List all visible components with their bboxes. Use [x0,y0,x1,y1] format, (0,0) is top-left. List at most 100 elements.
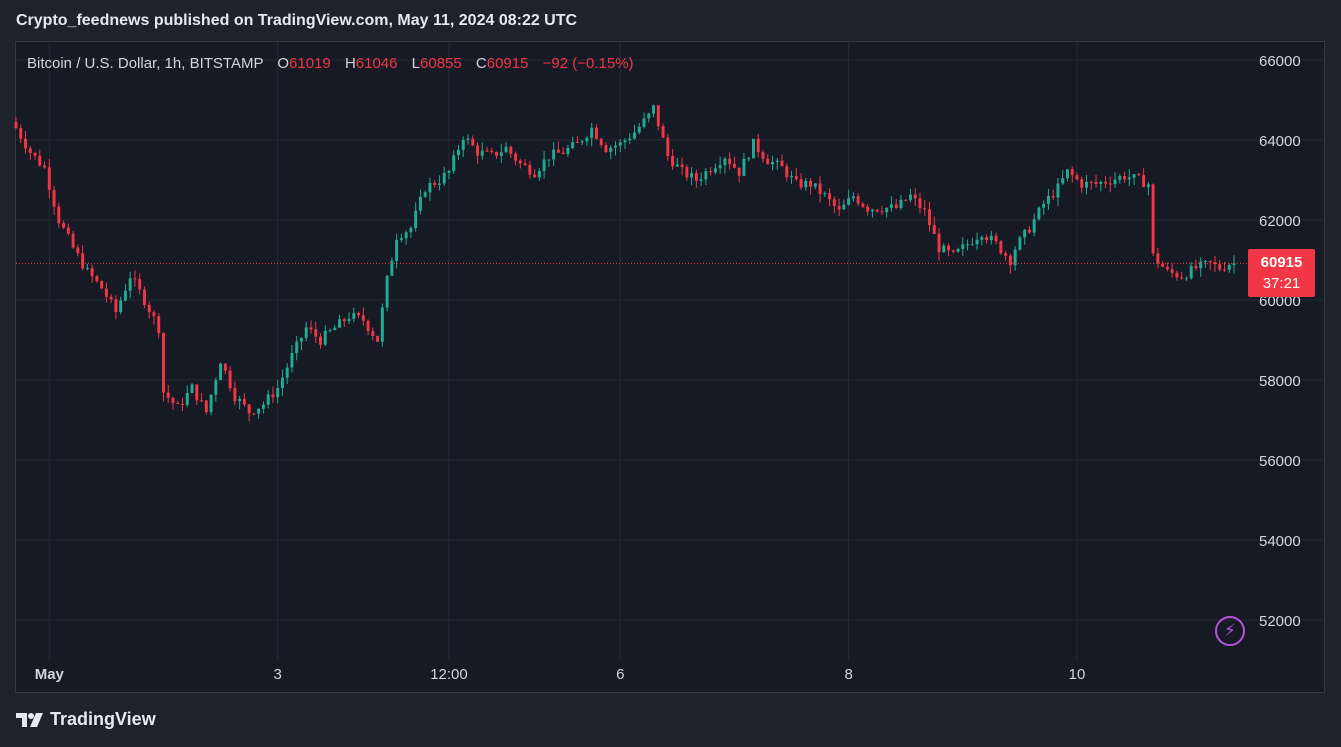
candle-body [718,165,722,169]
candle-body [28,148,32,153]
candle-body [490,150,494,152]
candle-body [138,279,142,290]
candle-body [604,145,608,153]
candle-body [537,170,541,178]
candle-body [694,173,698,181]
candle-body [614,145,617,148]
x-tick-label: 6 [616,666,624,683]
candle-body [452,155,456,172]
candle-body [713,168,717,173]
candle-body [918,198,922,209]
candle-body [704,171,708,180]
candle-body [1113,179,1117,185]
candle-body [690,173,694,178]
candle-body [123,290,127,301]
candle-body [856,196,860,204]
candle-body [1080,179,1084,188]
candle-body [185,392,189,405]
candle-body [152,312,156,317]
candle-body [147,304,151,313]
candle-body [847,198,851,205]
candle-body [90,268,94,277]
candle-body [485,150,489,152]
candle-body [1023,229,1027,238]
candle-body [457,149,460,156]
candle-body [366,320,370,331]
candle-body [737,167,741,176]
candle-body [1066,169,1069,179]
candle-body [742,158,746,176]
candle-body [575,141,579,143]
candle-body [1189,265,1193,279]
candle-body [818,183,822,194]
candle-body [319,336,322,345]
lightning-bolt-icon[interactable]: ⚡ [1215,616,1245,646]
candle-body [471,138,475,146]
candle-body [904,199,908,201]
tradingview-logo[interactable]: TradingView [16,709,156,730]
candle-body [361,315,365,321]
candle-body [323,330,327,345]
candle-body [328,330,332,332]
candle-body [52,190,56,207]
candle-body [842,204,846,210]
candle-body [1099,181,1103,184]
candle-body [913,194,917,199]
candle-body [399,238,403,240]
candle-body [1123,176,1127,180]
candle-body [590,127,594,138]
candle-body [809,180,813,187]
high-key: H [344,55,356,72]
candle-body [728,158,732,165]
candle-body [966,244,970,246]
candle-body [371,330,375,336]
candle-body [1223,269,1226,271]
candle-body [1203,261,1207,263]
candle-body [985,237,989,240]
candle-body [970,244,974,246]
candle-body [428,183,432,193]
candle-body [723,158,727,166]
candle-body [304,327,308,338]
candle-body [14,122,18,129]
candle-body [1094,182,1098,184]
candle-body [518,160,522,164]
candle-body [585,137,589,142]
candle-body [71,233,75,248]
candle-body [747,158,751,160]
candle-body [495,151,499,156]
chart-frame[interactable] [15,41,1325,693]
candle-body [295,341,299,354]
candle-body [1218,264,1222,270]
candle-body [1213,262,1217,265]
candle-body [1137,174,1141,176]
candle-body [989,235,993,240]
candle-body [38,155,42,166]
candle-body [561,152,565,154]
candle-body [1089,181,1093,183]
candle-body [861,203,865,207]
candle-body [1075,175,1079,180]
candle-body [1046,195,1050,204]
candle-body [24,138,27,149]
candle-body [666,137,670,157]
low-key: L [411,55,421,72]
candle-body [166,392,170,398]
candle-body [33,152,37,156]
y-tick-label: 52000 [1259,613,1301,630]
candle-body [1175,272,1179,278]
candle-body [352,313,356,319]
symbol-description[interactable]: Bitcoin / U.S. Dollar, 1h, BITSTAMP [27,55,264,72]
candle-body [675,164,679,167]
candle-body [542,159,546,171]
candle-body [866,206,870,212]
candle-body [171,397,175,403]
candle-body [442,172,446,184]
candle-body [19,128,23,139]
low-value: 60855 [420,55,462,72]
x-tick-label: 10 [1069,666,1086,683]
candle-body [823,193,827,195]
candle-body [813,183,817,187]
candle-body [119,300,123,313]
